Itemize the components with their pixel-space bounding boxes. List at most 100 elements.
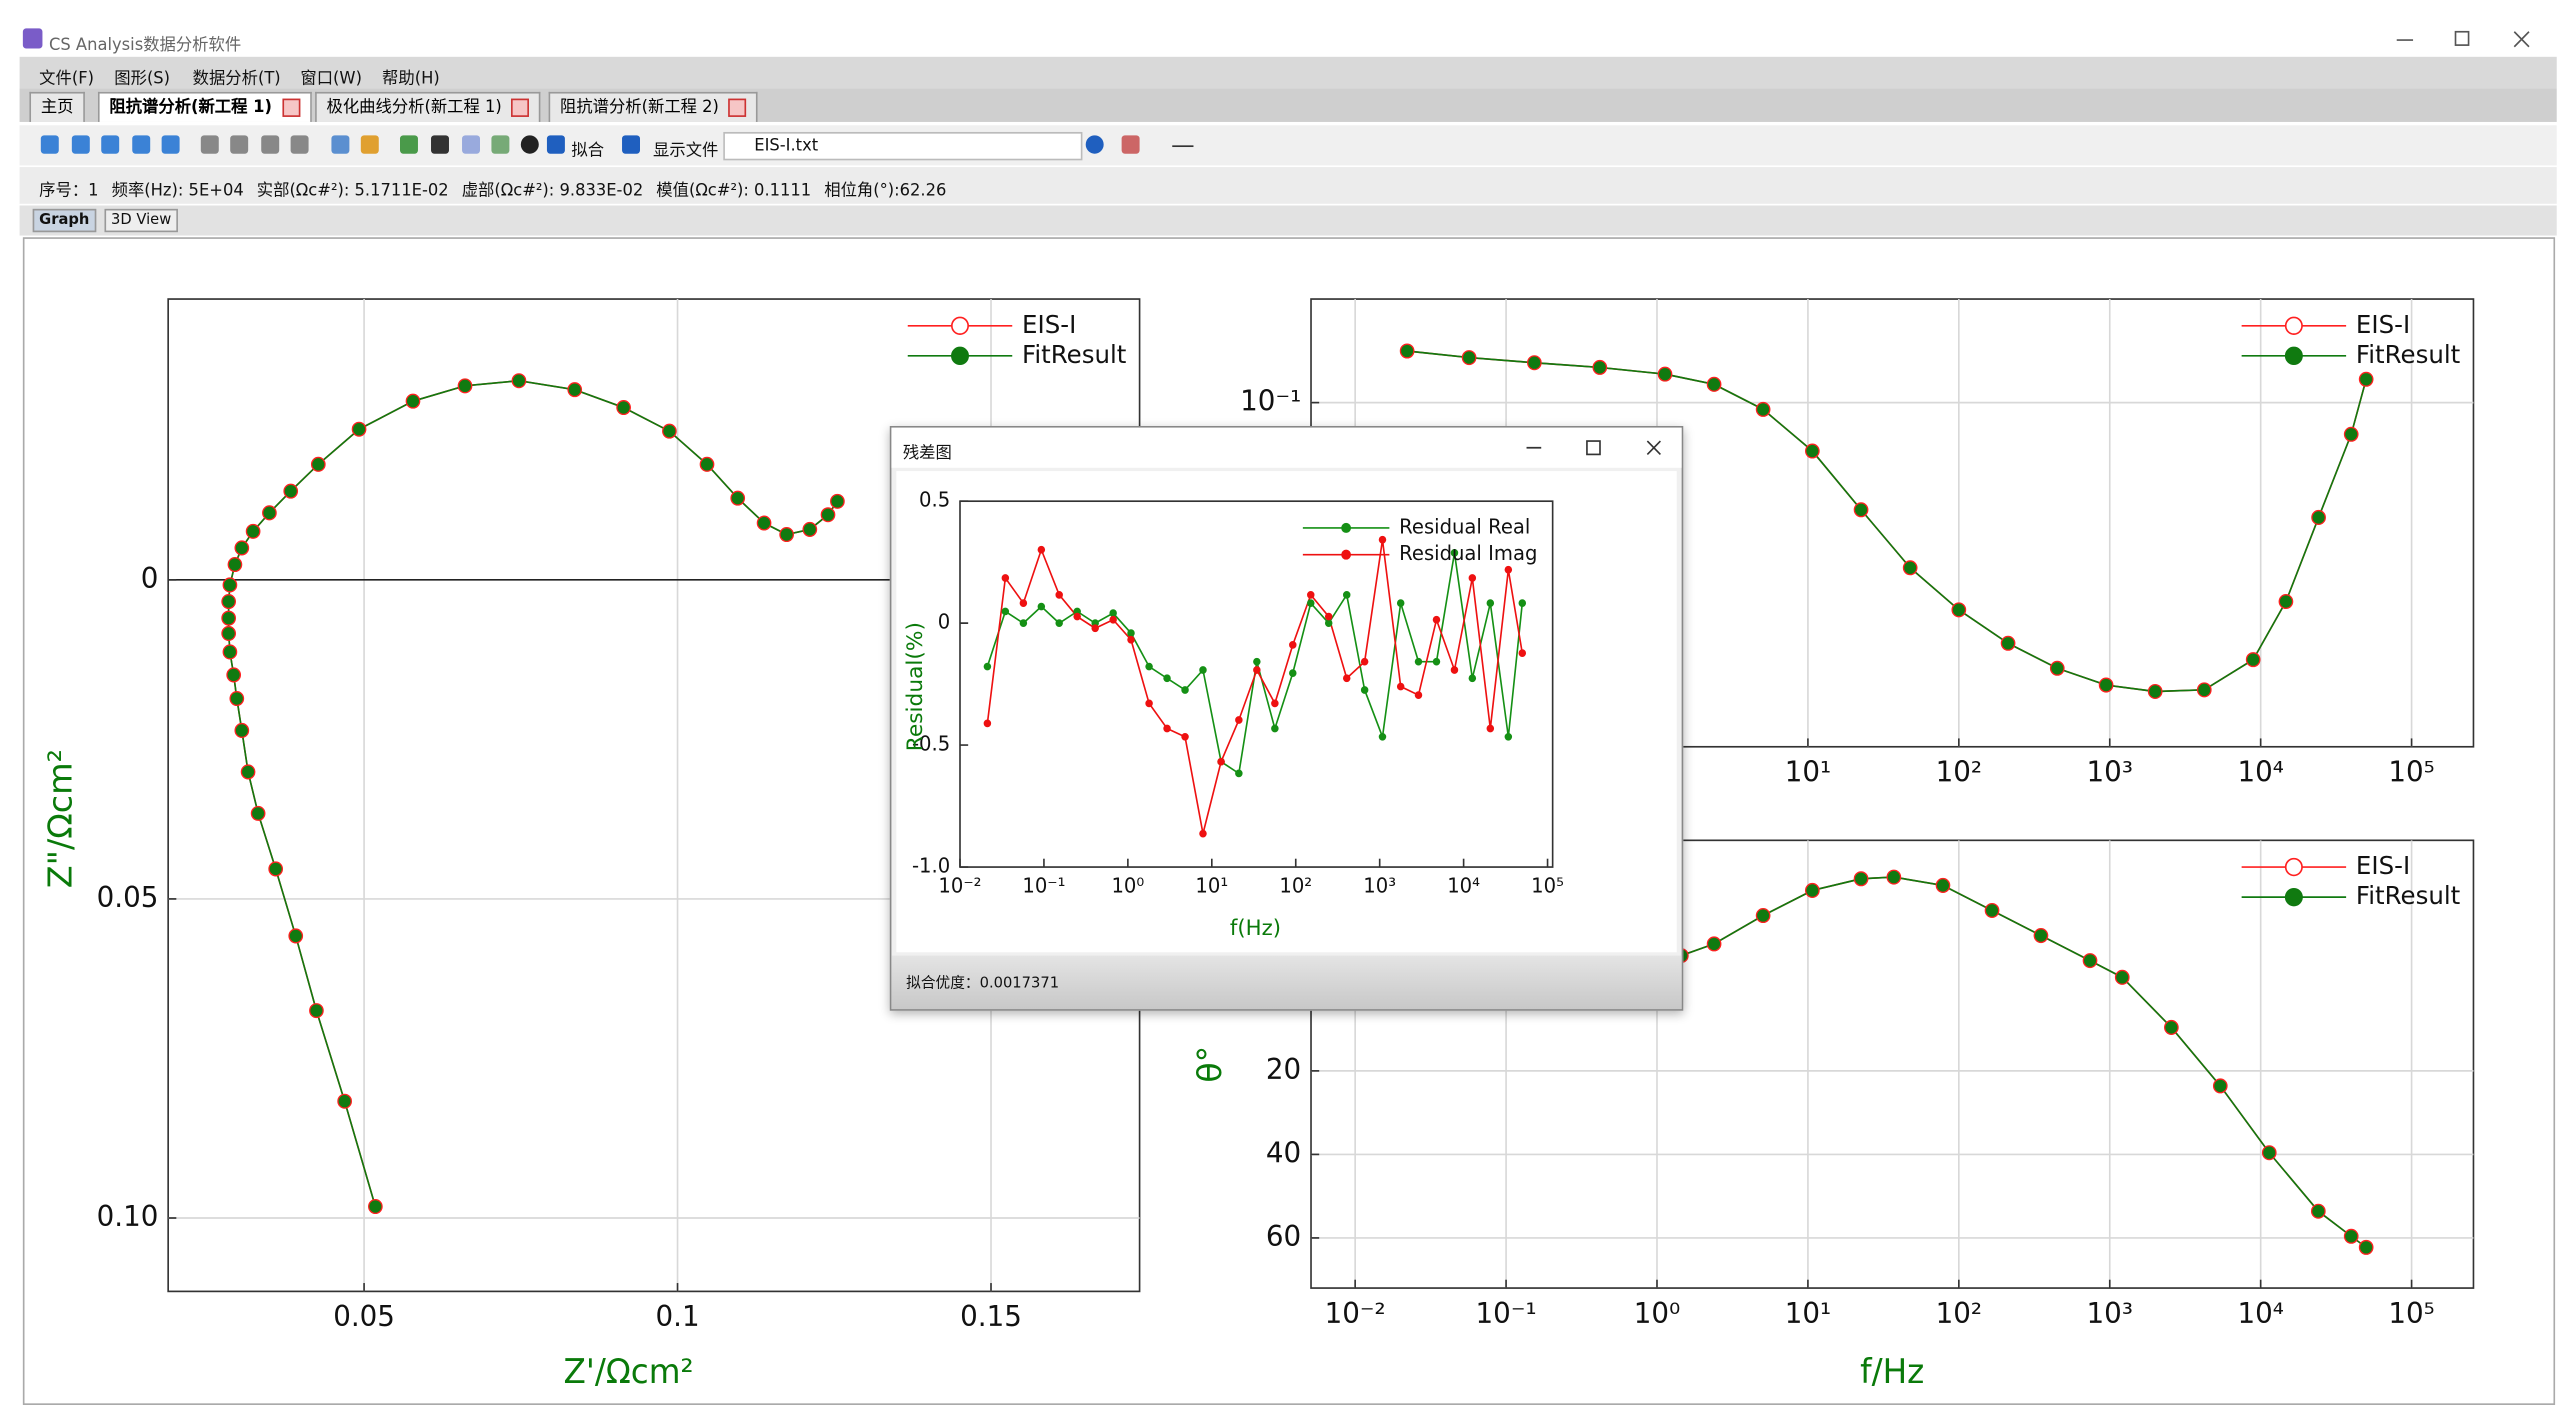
tool-button[interactable] [132,135,151,154]
tool-button[interactable] [161,135,180,154]
legend-label: EIS-I [1022,310,1076,339]
tab[interactable]: 阻抗谱分析(新工程 2) [548,91,759,122]
close[interactable] [2513,31,2530,48]
y-tick-label: -1.0 [912,854,950,877]
data-point [1342,591,1351,599]
tool-button[interactable] [360,135,379,154]
maximize[interactable] [1586,440,1601,456]
x-tick-label: 10⁴ [2237,1297,2283,1330]
data-point [1163,724,1171,733]
data-point [263,506,276,520]
data-point [1593,361,1606,374]
view-tab[interactable]: Graph [32,208,96,233]
x-tick-label: 10¹ [1195,874,1228,897]
data-point [1019,599,1028,607]
tool-button[interactable] [101,135,120,154]
checkbox[interactable] [622,135,640,154]
tab-label[interactable]: 阻抗谱分析(新工程 2) [559,98,719,117]
data-point [222,627,235,640]
menu-item[interactable]: 图形(S) [114,70,171,89]
data-point [1037,602,1046,611]
tool-button[interactable] [200,135,219,154]
tool-button[interactable] [1085,135,1104,154]
data-point [1432,615,1441,624]
menu-item[interactable]: 窗口(W) [300,70,362,89]
status-field: 虚部(Ωc#²): 9.833E-02 [461,182,644,201]
tool-button[interactable] [230,135,249,154]
data-point [2214,1079,2227,1093]
y-tick-label: 40 [1266,1136,1301,1169]
status-field: 模值(Ωc#²): 0.1111 [656,182,812,201]
legend-marker [951,346,969,366]
data-point [1145,662,1153,671]
tool-button[interactable] [290,135,309,154]
data-point [2360,373,2373,386]
checkbox-label[interactable]: 显示文件 [653,142,719,161]
view-tab[interactable]: 3D View [104,208,178,233]
tool-button[interactable] [399,135,418,154]
data-point [1235,769,1243,778]
menu-item[interactable]: 帮助(H) [382,70,440,89]
data-point [1145,699,1153,708]
data-point [1518,649,1527,657]
legend-marker [2284,316,2303,335]
tool-button[interactable] [491,135,510,154]
status-field: 实部(Ωc#²): 5.1711E-02 [256,182,449,201]
tab[interactable]: 阻抗谱分析(新工程 1) [97,91,312,122]
data-point [2198,683,2211,697]
data-point [223,645,236,659]
data-point [568,383,581,396]
data-point [223,578,236,592]
dialog-controls[interactable] [1512,434,1675,461]
legend-label: Residual Real [1399,515,1530,538]
tool-button[interactable] [40,135,59,154]
menu-item[interactable]: 文件(F) [39,70,94,89]
data-point [2100,678,2113,692]
data-point [284,484,297,498]
checkbox[interactable] [546,135,565,154]
tool-button[interactable] [1121,135,1140,154]
x-tick-label: 10⁻² [1325,1297,1386,1330]
data-point [252,807,265,820]
data-point [831,495,844,508]
x-tick-label: 10¹ [1785,1297,1831,1330]
file-select[interactable] [723,131,1083,161]
tab-label[interactable]: 极化曲线分析(新工程 1) [326,98,502,117]
data-point [2263,1146,2276,1159]
tool-button[interactable] [71,135,90,154]
tool-button[interactable] [331,135,350,154]
data-point [1504,565,1513,574]
data-point [1486,599,1495,607]
tab[interactable]: 极化曲线分析(新工程 1) [315,91,541,122]
x-tick-label: 10⁴ [1447,874,1480,897]
data-point [663,424,676,438]
tool-button[interactable] [520,135,539,154]
tab-close[interactable] [728,97,747,117]
tab[interactable]: 主页 [29,91,85,122]
x-tick-label: 10⁵ [2388,755,2434,788]
tool-button[interactable] [431,135,449,154]
data-point [1658,367,1672,381]
tool-button[interactable] [462,135,480,154]
restore[interactable] [2454,30,2470,46]
menu-item[interactable]: 数据分析(T) [192,70,281,89]
legend-label: FitResult [1022,340,1127,369]
tab-close[interactable] [511,97,530,117]
tab-label[interactable]: 主页 [40,98,74,117]
window-controls[interactable] [2384,23,2547,56]
tool-button[interactable] [261,135,280,154]
tab-close[interactable] [281,97,300,117]
data-point [1904,561,1917,574]
tab-label[interactable]: 阻抗谱分析(新工程 1) [109,98,272,117]
x-axis-title: f/Hz [1860,1352,1924,1391]
y-axis-title: Residual(%) [903,622,928,751]
tool-button[interactable] [1172,145,1194,148]
checkbox-label[interactable]: 拟合 [571,142,605,161]
close[interactable] [1646,440,1661,456]
x-tick-label: 10⁰ [1634,1297,1680,1330]
data-point [353,423,366,436]
file-select-value[interactable]: EIS-I.txt [754,136,819,156]
residual-canvas: 10⁻² 10⁻¹ 10⁰ 10¹ 10² 10³ 10⁴ 10⁵ 0.5 0 -0.5 -1.0 Re… [903,489,1564,941]
residual-dialog: 残差图 拟合优度：0.0017371 10⁻² 10⁻¹ 10⁰ 10¹ 10² 10³ 1… [889,426,1684,1011]
data-point [1181,686,1189,694]
